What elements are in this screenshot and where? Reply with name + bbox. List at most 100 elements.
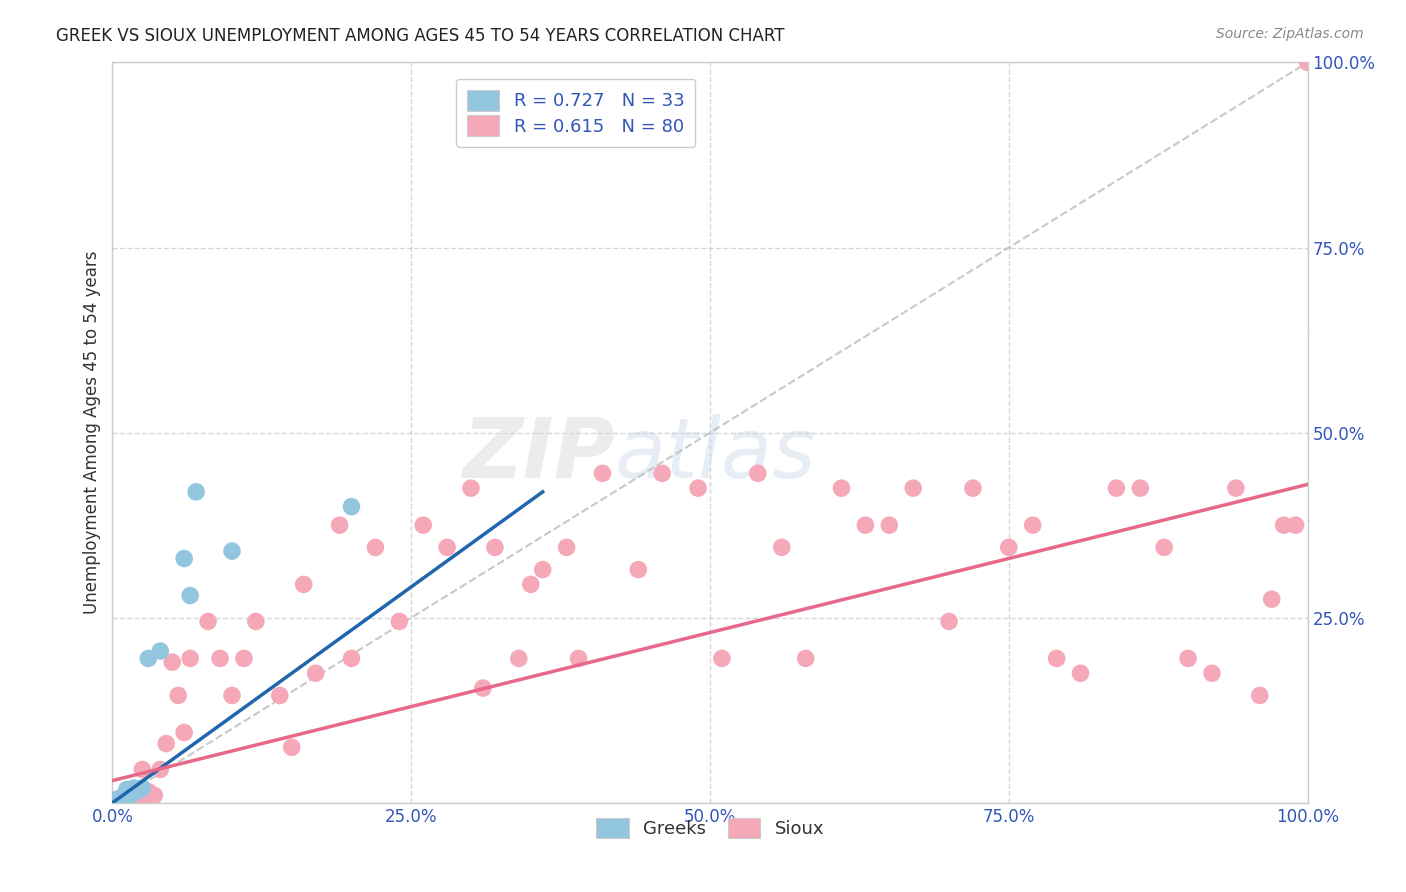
Point [221,689,243,703]
Point [340,500,363,514]
Point [149,763,172,777]
Point [114,794,136,808]
Point [120,785,142,799]
Legend: Greeks, Sioux: Greeks, Sioux [589,810,831,846]
Point [245,615,267,629]
Point [484,541,506,555]
Point [111,794,134,808]
Point [111,795,134,809]
Point [120,794,142,808]
Point [472,681,495,695]
Point [107,795,129,809]
Point [104,795,127,809]
Point [1296,55,1319,70]
Point [508,651,530,665]
Point [105,794,128,808]
Point [122,780,145,795]
Point [209,651,232,665]
Point [115,782,138,797]
Point [173,725,195,739]
Point [149,644,172,658]
Point [1249,689,1271,703]
Point [1153,541,1175,555]
Point [107,792,129,806]
Point [592,467,614,481]
Point [173,551,195,566]
Point [1070,666,1092,681]
Point [747,467,769,481]
Point [143,789,166,803]
Point [104,794,127,808]
Point [412,518,434,533]
Point [131,763,153,777]
Point [233,651,256,665]
Point [1022,518,1045,533]
Point [531,563,554,577]
Point [117,792,139,806]
Point [340,651,363,665]
Point [794,651,817,665]
Point [281,740,304,755]
Point [903,481,925,495]
Point [436,541,458,555]
Text: atlas: atlas [614,414,815,495]
Point [962,481,984,495]
Point [1225,481,1247,495]
Point [112,792,135,806]
Point [555,541,578,555]
Point [121,792,143,806]
Point [114,793,135,807]
Point [135,789,157,803]
Point [938,615,960,629]
Point [688,481,710,495]
Y-axis label: Unemployment Among Ages 45 to 54 years: Unemployment Among Ages 45 to 54 years [83,251,101,615]
Point [155,737,177,751]
Point [114,793,135,807]
Point [105,795,128,809]
Point [221,544,243,558]
Point [1177,651,1199,665]
Point [105,794,128,808]
Point [998,541,1021,555]
Point [879,518,901,533]
Point [125,785,148,799]
Point [112,794,135,808]
Point [627,563,650,577]
Point [568,651,591,665]
Point [1105,481,1128,495]
Point [138,785,160,799]
Point [179,589,201,603]
Point [1272,518,1295,533]
Point [711,651,734,665]
Point [197,615,219,629]
Point [364,541,387,555]
Point [770,541,793,555]
Point [1129,481,1152,495]
Point [108,794,131,808]
Point [1261,592,1284,607]
Point [460,481,482,495]
Point [110,794,132,808]
Point [138,651,160,665]
Text: ZIP: ZIP [461,414,614,495]
Point [855,518,877,533]
Point [292,577,315,591]
Point [831,481,853,495]
Text: GREEK VS SIOUX UNEMPLOYMENT AMONG AGES 45 TO 54 YEARS CORRELATION CHART: GREEK VS SIOUX UNEMPLOYMENT AMONG AGES 4… [56,27,785,45]
Point [103,794,125,808]
Text: Source: ZipAtlas.com: Source: ZipAtlas.com [1216,27,1364,41]
Point [651,467,673,481]
Point [114,789,135,803]
Point [107,794,129,808]
Point [329,518,352,533]
Point [110,794,132,808]
Point [125,790,148,805]
Point [269,689,291,703]
Point [179,651,201,665]
Point [110,793,132,807]
Point [105,794,128,808]
Point [167,689,190,703]
Point [103,796,125,810]
Point [1285,518,1308,533]
Point [1201,666,1223,681]
